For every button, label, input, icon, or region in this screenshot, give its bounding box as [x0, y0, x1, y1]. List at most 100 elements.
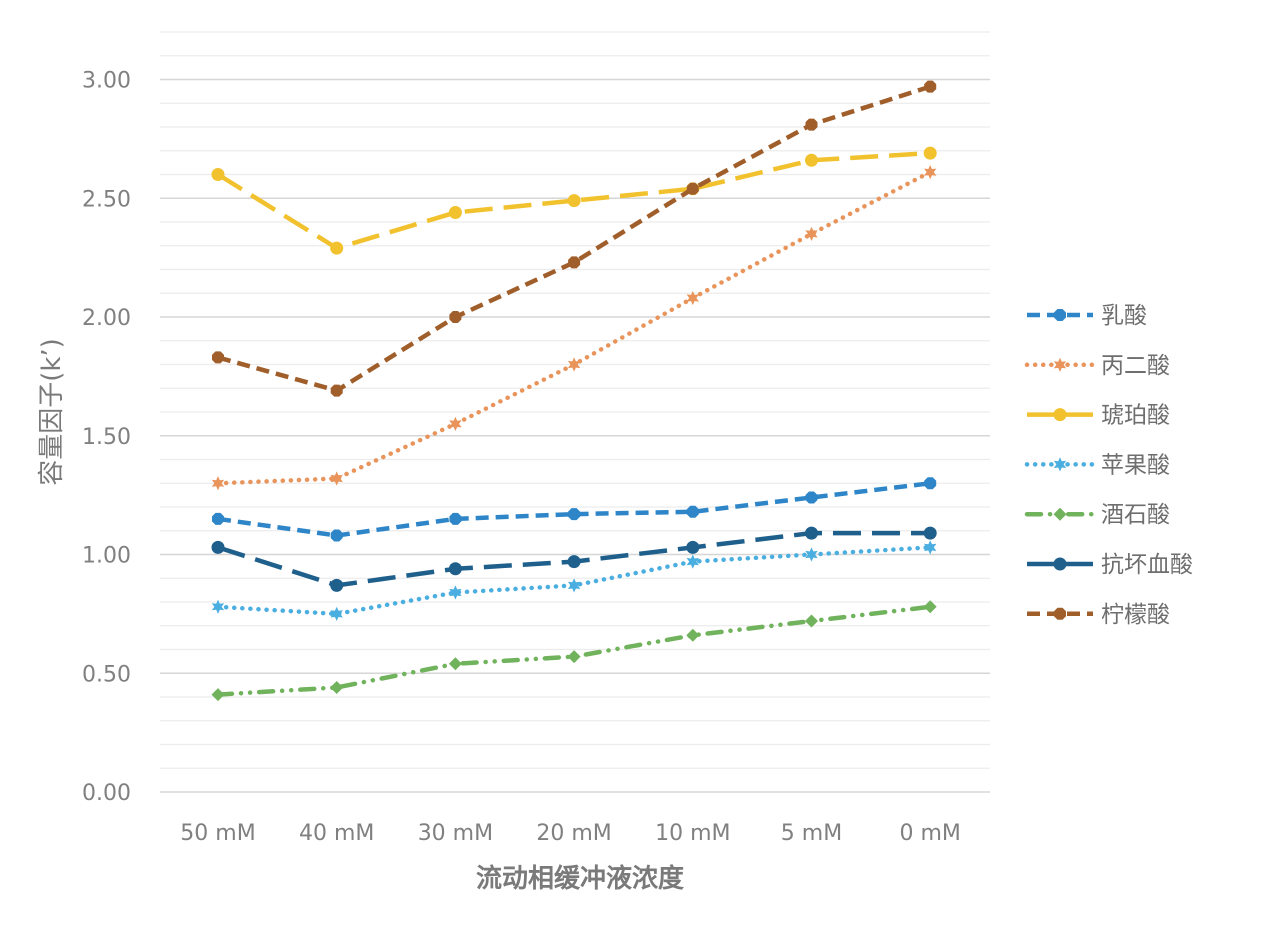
data-point: [686, 505, 699, 518]
data-point: [805, 153, 818, 167]
y-axis-title: 容量因子(k’): [37, 338, 67, 486]
data-point: [805, 547, 818, 562]
series-group: [211, 600, 937, 702]
data-point: [924, 477, 937, 490]
legend-marker: [1053, 408, 1067, 422]
legend-label: 苹果酸: [1101, 452, 1170, 478]
data-point: [567, 650, 581, 664]
y-tick-label: 3.00: [82, 69, 131, 94]
legend-label: 琥珀酸: [1101, 403, 1170, 429]
data-point: [211, 688, 225, 702]
series-group: [211, 146, 937, 255]
data-point: [567, 357, 581, 372]
series-group: [211, 526, 937, 592]
legend-item: 柠檬酸: [1027, 602, 1170, 628]
data-point: [448, 657, 462, 671]
legend-label: 酒石酸: [1101, 502, 1170, 528]
y-axis-ticks: 0.00 0.50 1.00 1.50 2.00 2.50 3.00: [82, 69, 131, 807]
series-lines: [211, 80, 937, 702]
y-tick-label: 2.50: [82, 187, 131, 212]
legend-label: 柠檬酸: [1101, 602, 1170, 628]
x-tick-label: 50 mM: [180, 821, 255, 846]
data-point: [567, 578, 581, 593]
data-point: [805, 526, 818, 540]
data-point: [686, 182, 699, 195]
data-point: [330, 471, 343, 486]
series-line: [215, 169, 933, 486]
data-point: [330, 529, 343, 542]
series-group: [211, 165, 937, 491]
legend-item: 丙二酸: [1024, 353, 1170, 379]
data-point: [330, 578, 344, 592]
data-point: [923, 600, 937, 614]
data-point: [568, 256, 581, 269]
data-point: [805, 226, 818, 241]
data-point: [923, 146, 937, 160]
data-point: [805, 614, 818, 628]
legend-marker: [1054, 607, 1066, 620]
legend-marker: [1054, 309, 1066, 321]
data-point: [449, 585, 462, 600]
legend-marker: [1053, 457, 1067, 472]
series-group: [212, 80, 937, 397]
data-point: [449, 311, 462, 323]
data-point: [449, 512, 462, 525]
data-point: [211, 476, 225, 491]
legend-item: 苹果酸: [1024, 452, 1170, 478]
y-tick-label: 2.00: [82, 306, 131, 331]
grid-lines: [160, 31, 990, 793]
data-point: [212, 512, 224, 525]
y-tick-label: 0.00: [82, 781, 131, 806]
data-point: [567, 555, 581, 569]
x-tick-label: 0 mM: [899, 821, 960, 846]
x-tick-label: 30 mM: [418, 821, 493, 846]
legend-label: 乳酸: [1101, 303, 1147, 329]
data-point: [924, 165, 937, 180]
data-point: [568, 508, 581, 521]
data-point: [923, 526, 937, 540]
y-tick-label: 0.50: [82, 662, 131, 687]
legend-marker: [1053, 557, 1067, 571]
data-point: [448, 562, 462, 576]
data-point: [805, 491, 818, 504]
data-point: [805, 118, 818, 131]
data-point: [211, 599, 225, 614]
y-tick-label: 1.50: [82, 425, 131, 450]
data-point: [330, 681, 344, 694]
data-point: [686, 540, 700, 554]
data-point: [448, 206, 462, 219]
data-point: [686, 290, 699, 306]
x-axis-title: 流动相缓冲液浓度: [476, 863, 684, 894]
data-point: [330, 606, 343, 621]
data-point: [211, 540, 225, 554]
data-point: [330, 241, 344, 255]
data-point: [567, 194, 581, 208]
data-point: [211, 168, 225, 181]
legend-item: 酒石酸: [1024, 502, 1170, 528]
legend-item: 乳酸: [1027, 303, 1147, 329]
x-tick-label: 40 mM: [299, 821, 374, 846]
x-tick-label: 20 mM: [536, 821, 611, 846]
data-point: [924, 540, 937, 555]
legend-item: 琥珀酸: [1027, 403, 1170, 429]
x-tick-label: 10 mM: [655, 821, 730, 846]
data-point: [330, 384, 343, 397]
series-group: [211, 540, 937, 621]
series-group: [212, 477, 937, 542]
data-point: [924, 80, 937, 93]
legend-marker: [1053, 507, 1067, 521]
legend-item: 抗坏血酸: [1027, 552, 1193, 578]
legend-marker: [1053, 357, 1067, 372]
data-point: [686, 628, 700, 642]
legend-label: 丙二酸: [1101, 353, 1170, 379]
legend-label: 抗坏血酸: [1101, 552, 1193, 578]
data-point: [449, 416, 462, 431]
data-point: [212, 351, 224, 364]
y-tick-label: 1.00: [82, 544, 131, 569]
x-axis-ticks: 50 mM 40 mM 30 mM 20 mM 10 mM 5 mM 0 mM: [180, 821, 961, 846]
data-point: [686, 554, 699, 569]
x-tick-label: 5 mM: [781, 821, 842, 846]
